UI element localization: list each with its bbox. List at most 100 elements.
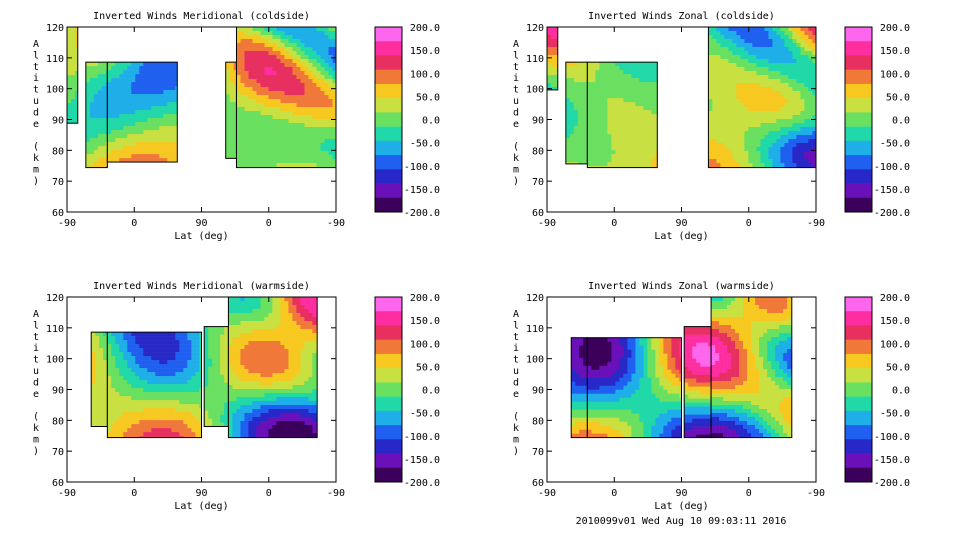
field-cell	[784, 91, 789, 96]
field-cell	[159, 66, 164, 71]
field-cell	[332, 131, 336, 136]
field-cell	[800, 131, 805, 136]
field-cell	[284, 325, 289, 330]
field-cell	[240, 349, 245, 354]
field-cell	[248, 321, 253, 326]
field-cell	[85, 62, 91, 67]
field-cell	[71, 63, 76, 68]
field-cell	[268, 329, 273, 334]
field-cell	[95, 396, 100, 401]
field-cell	[603, 98, 608, 103]
field-cell	[756, 127, 761, 132]
field-cell	[708, 155, 713, 160]
field-cell	[708, 27, 713, 32]
field-cell	[252, 317, 257, 322]
colorbar-swatch	[845, 169, 872, 184]
field-cell	[796, 43, 801, 48]
field-cell	[804, 111, 809, 116]
field-region-outline	[547, 27, 559, 91]
field-cell	[324, 31, 329, 36]
field-cell	[244, 67, 249, 72]
field-cell	[800, 79, 805, 84]
field-cell	[292, 39, 297, 44]
field-cell	[812, 27, 816, 32]
field-cell	[716, 27, 721, 32]
field-cell	[573, 130, 579, 135]
field-cell	[167, 388, 172, 393]
field-cell	[635, 66, 640, 71]
colorbar-swatch	[375, 55, 402, 70]
field-cell	[119, 356, 124, 361]
field-cell	[276, 301, 281, 306]
field-cell	[101, 102, 107, 107]
field-cell	[228, 373, 233, 378]
field-cell	[792, 103, 797, 108]
field-cell	[276, 147, 281, 152]
field-cell	[208, 410, 213, 415]
field-cell	[167, 78, 172, 83]
field-cell	[260, 59, 265, 64]
field-cell	[256, 397, 261, 402]
field-cell	[240, 425, 245, 430]
field-cell	[276, 107, 281, 112]
field-cell	[284, 35, 289, 40]
field-cell	[300, 99, 305, 104]
field-cell	[171, 154, 176, 159]
colorbar-tick-label: -200.0	[874, 208, 910, 219]
field-cell	[75, 83, 79, 88]
field-cell	[607, 138, 612, 143]
field-cell	[623, 118, 628, 123]
field-cell	[272, 111, 277, 116]
field-cell	[228, 305, 233, 310]
field-cell	[716, 39, 721, 44]
field-cell	[744, 159, 749, 164]
field-cell	[312, 35, 317, 40]
field-cell	[328, 139, 333, 144]
field-cell	[288, 333, 293, 338]
field-cell	[748, 63, 753, 68]
field-cell	[127, 376, 132, 381]
field-cell	[252, 75, 257, 80]
field-cell	[577, 150, 583, 155]
field-cell	[639, 142, 644, 147]
field-cell	[103, 348, 108, 353]
field-cell	[316, 151, 321, 156]
field-cell	[256, 393, 261, 398]
field-cell	[167, 114, 172, 119]
field-cell	[272, 63, 277, 68]
field-cell	[175, 396, 180, 401]
field-cell	[115, 344, 120, 349]
field-cell	[228, 417, 233, 422]
field-cell	[808, 51, 813, 56]
field-cell	[324, 35, 329, 40]
field-cell	[175, 110, 178, 115]
field-cell	[236, 119, 241, 124]
field-cell	[768, 107, 773, 112]
field-cell	[256, 79, 261, 84]
field-cell	[171, 122, 176, 127]
field-cell	[320, 31, 325, 36]
field-cell	[131, 98, 136, 103]
field-cell	[204, 354, 209, 359]
field-cell	[732, 159, 737, 164]
field-cell	[97, 146, 103, 151]
field-cell	[264, 401, 269, 406]
field-cell	[233, 114, 237, 119]
field-cell	[792, 71, 797, 76]
field-cell	[792, 163, 797, 168]
field-cell	[216, 334, 221, 339]
field-cell	[115, 142, 120, 147]
field-cell	[639, 62, 644, 67]
field-cell	[619, 86, 624, 91]
field-cell	[643, 118, 648, 123]
field-cell	[296, 27, 301, 32]
field-cell	[752, 67, 757, 72]
field-cell	[292, 119, 297, 124]
field-cell	[135, 356, 140, 361]
field-cell	[220, 394, 225, 399]
field-cell	[796, 103, 801, 108]
field-cell	[224, 382, 229, 387]
field-cell	[587, 150, 592, 155]
field-cell	[224, 422, 229, 427]
field-cell	[91, 336, 96, 341]
